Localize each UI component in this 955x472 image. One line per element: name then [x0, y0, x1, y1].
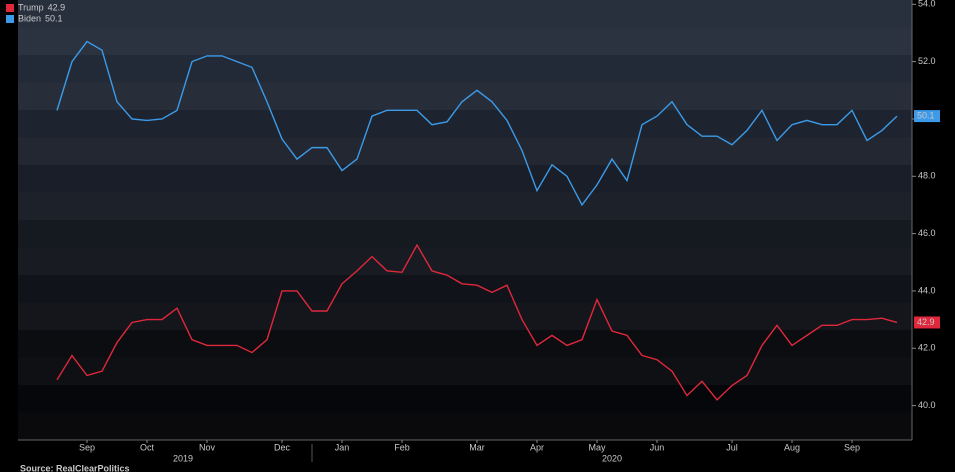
legend-value: 42.9: [48, 2, 66, 12]
band: [18, 385, 912, 413]
band: [18, 0, 912, 28]
x-tick-label: Nov: [199, 442, 216, 452]
y-tick-label: 42.0: [918, 343, 936, 353]
band: [18, 330, 912, 358]
x-tick-label: Dec: [274, 442, 291, 452]
y-tick-label: 44.0: [918, 285, 936, 295]
x-tick-label: May: [588, 442, 606, 452]
legend-swatch: [6, 4, 14, 12]
x-tick-label: Oct: [140, 442, 155, 452]
legend-label: Trump: [18, 2, 44, 12]
y-tick-label: 48.0: [918, 171, 936, 181]
legend-value: 50.1: [45, 13, 63, 23]
x-tick-label: Jun: [650, 442, 665, 452]
y-tick-label: 52.0: [918, 56, 936, 66]
x-tick-label: Mar: [469, 442, 485, 452]
y-tick-label: 46.0: [918, 228, 936, 238]
band: [18, 247, 912, 276]
line-series: [56, 243, 898, 401]
band: [18, 192, 912, 221]
band: [18, 82, 912, 111]
band: [18, 220, 912, 248]
year-label: 2020: [602, 453, 622, 463]
plot-background: [18, 0, 912, 441]
y-tick-label: 40.0: [918, 400, 936, 410]
band: [18, 357, 912, 386]
x-tick-label: Apr: [530, 442, 544, 452]
band: [18, 137, 912, 166]
source: Source: RealClearPolitics: [20, 463, 130, 472]
x-tick-label: Feb: [394, 442, 410, 452]
x-tick-label: Sep: [79, 442, 95, 452]
legend-label: Biden: [18, 13, 41, 23]
legend-swatch: [6, 15, 14, 23]
band: [18, 165, 912, 193]
last-value-box: [914, 110, 940, 123]
x-tick-label: Aug: [784, 442, 800, 452]
band: [18, 412, 912, 441]
line-series: [56, 40, 898, 207]
last-value-label: 50.1: [917, 110, 935, 120]
last-value-label: 42.9: [917, 317, 935, 327]
band: [18, 275, 912, 303]
band: [18, 55, 912, 83]
x-tick-label: Sep: [844, 442, 860, 452]
x-tick-label: Jan: [335, 442, 350, 452]
band: [18, 27, 912, 56]
y-tick-label: 54.0: [918, 0, 936, 9]
last-value-box: [914, 316, 940, 329]
band: [18, 110, 912, 138]
x-tick-label: Jul: [726, 442, 738, 452]
year-label: 2019: [173, 453, 193, 463]
